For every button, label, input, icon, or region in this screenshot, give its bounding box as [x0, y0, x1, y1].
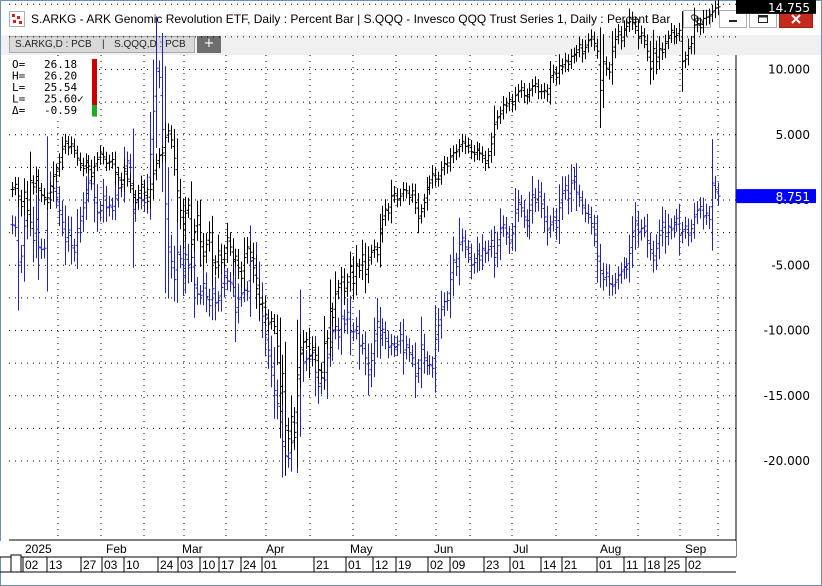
x-day-label: 14	[543, 558, 557, 572]
x-axis: 2025 Feb Mar Apr May Jun Jul Aug Sep 02 13 27 03 10 24…	[0, 541, 736, 573]
x-period-label: May	[350, 542, 373, 556]
data-window-bar	[92, 105, 97, 117]
data-window-value: 26.20	[44, 70, 77, 83]
data-window-key: L=	[12, 81, 26, 94]
data-window-value: 25.54	[44, 81, 77, 94]
data-window-value: 25.60✓	[44, 93, 84, 106]
x-day-label: 27	[83, 558, 97, 572]
x-day-label: 10	[126, 558, 140, 572]
tab-separator: |	[102, 39, 105, 50]
tab-arkg-label: S.ARKG,D : PCB	[15, 39, 92, 50]
data-window-bar	[92, 93, 97, 105]
window-title: S.ARKG - ARK Genomic Revolution ETF, Dai…	[31, 12, 671, 26]
last-value-label: 14.755	[768, 1, 810, 15]
x-period-label: Feb	[106, 542, 127, 556]
y-tick-label: -10.000	[764, 324, 810, 338]
x-period-label: Mar	[182, 542, 203, 556]
x-day-label: 01	[599, 558, 613, 572]
x-period-label: Jul	[513, 542, 528, 556]
x-period-label: Jun	[434, 542, 453, 556]
minimize-button[interactable]	[719, 10, 747, 28]
last-value-box	[736, 189, 816, 204]
x-day-label: 02	[688, 558, 702, 572]
data-window-key: L=	[12, 93, 26, 106]
data-window-bg	[9, 57, 99, 120]
x-day-label: 21	[316, 558, 330, 572]
y-tick-label: -15.000	[764, 389, 810, 403]
y-axis: 10.0005.0000.000-5.000-10.000-15.000-20.…	[764, 63, 810, 469]
data-window-bar	[92, 59, 97, 71]
x-day-label: 03	[104, 558, 118, 572]
data-window-key: H=	[12, 70, 26, 83]
x-day-label: 02	[430, 558, 444, 572]
last-value-box	[736, 0, 816, 14]
chart-background	[9, 55, 736, 557]
x-period-label: Sep	[685, 542, 707, 556]
data-window-value: -0.59	[44, 104, 77, 117]
maximize-icon	[758, 15, 768, 23]
close-icon	[791, 14, 801, 24]
data-window: O= 26.18 H= 26.20 L= 25.54 L= 25.60✓ Δ= -0.59	[9, 57, 99, 120]
x-day-label: 09	[452, 558, 466, 572]
x-day-label: 12	[375, 558, 389, 572]
title-bar[interactable]: S.ARKG - ARK Genomic Revolution ETF, Dai…	[1, 1, 821, 35]
y-tick-label: -20.000	[764, 454, 810, 468]
y-tick-label: 5.000	[776, 128, 810, 142]
tab-arkg[interactable]: S.ARKG,D : PCB | S.QQQ,D : PCB	[9, 36, 195, 53]
x-period-label: Aug	[600, 542, 621, 556]
x-day-label: 10	[202, 558, 216, 572]
minimize-icon	[729, 20, 737, 22]
last-value-label: 8.751	[776, 190, 810, 204]
x-day-label: 01	[264, 558, 278, 572]
x-day-label: 01	[512, 558, 526, 572]
data-window-key: Δ=	[12, 104, 26, 117]
y-tick-label: 10.000	[768, 63, 810, 77]
x-day-label: 23	[486, 558, 500, 572]
x-day-label: 24	[160, 558, 174, 572]
x-day-label: 01	[348, 558, 362, 572]
x-day-label: 21	[564, 558, 578, 572]
tab-qqq-label[interactable]: S.QQQ,D : PCB	[114, 39, 186, 50]
x-day-label: 25	[667, 558, 681, 572]
add-tab-button[interactable]: +	[197, 36, 221, 53]
last-value-labels: 14.755 8.751	[736, 0, 816, 204]
y-tick-label: -5.000	[771, 258, 810, 272]
data-window-bar	[92, 70, 97, 82]
x-day-label: 13	[49, 558, 63, 572]
x-scroll-handle	[10, 554, 22, 573]
data-window-bar	[92, 82, 97, 94]
x-axis-band	[0, 541, 736, 557]
x-day-label: 18	[647, 558, 661, 572]
x-day-label: 17	[221, 558, 235, 572]
x-period-label: Apr	[266, 542, 285, 556]
x-day-label: 11	[626, 558, 639, 572]
app-chart-icon	[9, 11, 25, 27]
x-day-label: 02	[25, 558, 39, 572]
x-day-label: 24	[243, 558, 257, 572]
x-day-label: 03	[180, 558, 194, 572]
data-window-key: O=	[12, 58, 26, 71]
data-window-value: 26.18	[44, 58, 77, 71]
x-day-label: 19	[398, 558, 412, 572]
series-qqq	[10, 0, 721, 476]
x-period-label: 2025	[25, 542, 52, 556]
